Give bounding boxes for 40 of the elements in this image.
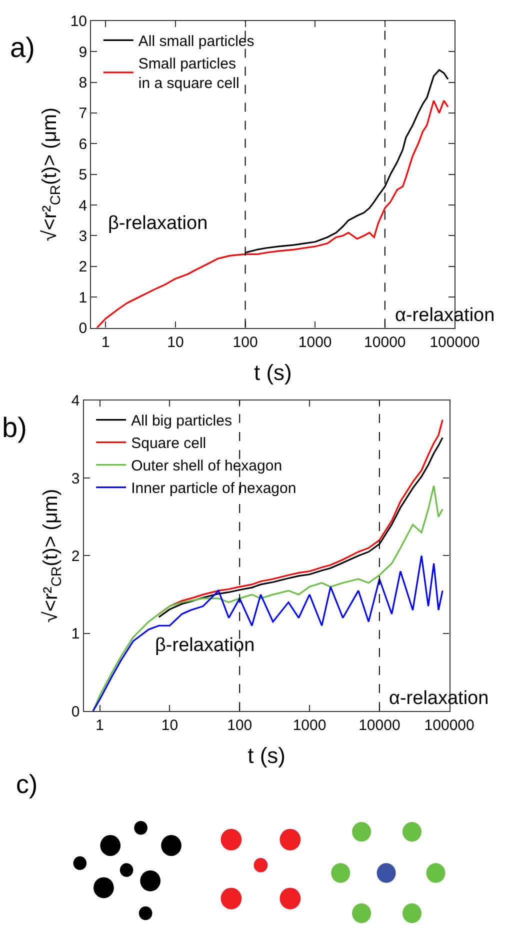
- y-tick-label: 4: [71, 392, 80, 410]
- x-tick-label: 10000: [358, 717, 400, 734]
- annotation: β-relaxation: [155, 635, 255, 656]
- text: c): [16, 769, 38, 799]
- x-axis-title: t (s): [248, 743, 286, 768]
- chart-title: a): [10, 32, 35, 63]
- y-tick-label: 0: [71, 703, 80, 720]
- x-tick-label: 100: [227, 717, 252, 734]
- y-tick-label: 3: [71, 470, 80, 488]
- y-tick-label: 1: [71, 626, 80, 643]
- legend-label: Square cell: [131, 435, 206, 452]
- legend-label: All small particles: [138, 33, 254, 50]
- x-tick-label: 1000: [292, 717, 326, 734]
- x-tick-label: 10: [167, 334, 184, 351]
- y-tick-label: 8: [78, 74, 88, 92]
- y-tick-label: 2: [71, 548, 80, 565]
- y-tick-label: 3: [78, 228, 88, 245]
- x-tick-label: 10000: [364, 334, 406, 351]
- y-tick-label: 4: [78, 197, 88, 214]
- y-tick-label: 5: [78, 166, 88, 184]
- y-tick-label: 10: [70, 13, 88, 30]
- annotation: β-relaxation: [108, 213, 208, 234]
- legend-label: Outer shell of hexagon: [131, 458, 282, 475]
- y-tick-label: 1: [78, 289, 88, 306]
- x-tick-label: 1: [96, 717, 104, 734]
- y-tick-label: 0: [78, 320, 88, 338]
- x-tick-label: 100000: [424, 717, 474, 734]
- legend-label: Small particles in a square cell: [138, 56, 240, 92]
- x-axis-title: t (s): [254, 360, 292, 385]
- y-tick-label: 2: [78, 258, 88, 276]
- x-tick-label: 10: [161, 717, 178, 734]
- x-tick-label: 100: [232, 334, 258, 351]
- chart-title: b): [2, 412, 27, 443]
- legend-label: All big particles: [131, 412, 232, 430]
- x-tick-label: 1: [101, 334, 110, 351]
- x-tick-label: 1000: [298, 334, 332, 351]
- y-tick-label: 6: [78, 136, 88, 153]
- y-tick-label: 9: [78, 44, 88, 61]
- x-tick-label: 100000: [430, 334, 480, 351]
- y-tick-label: 7: [78, 105, 88, 122]
